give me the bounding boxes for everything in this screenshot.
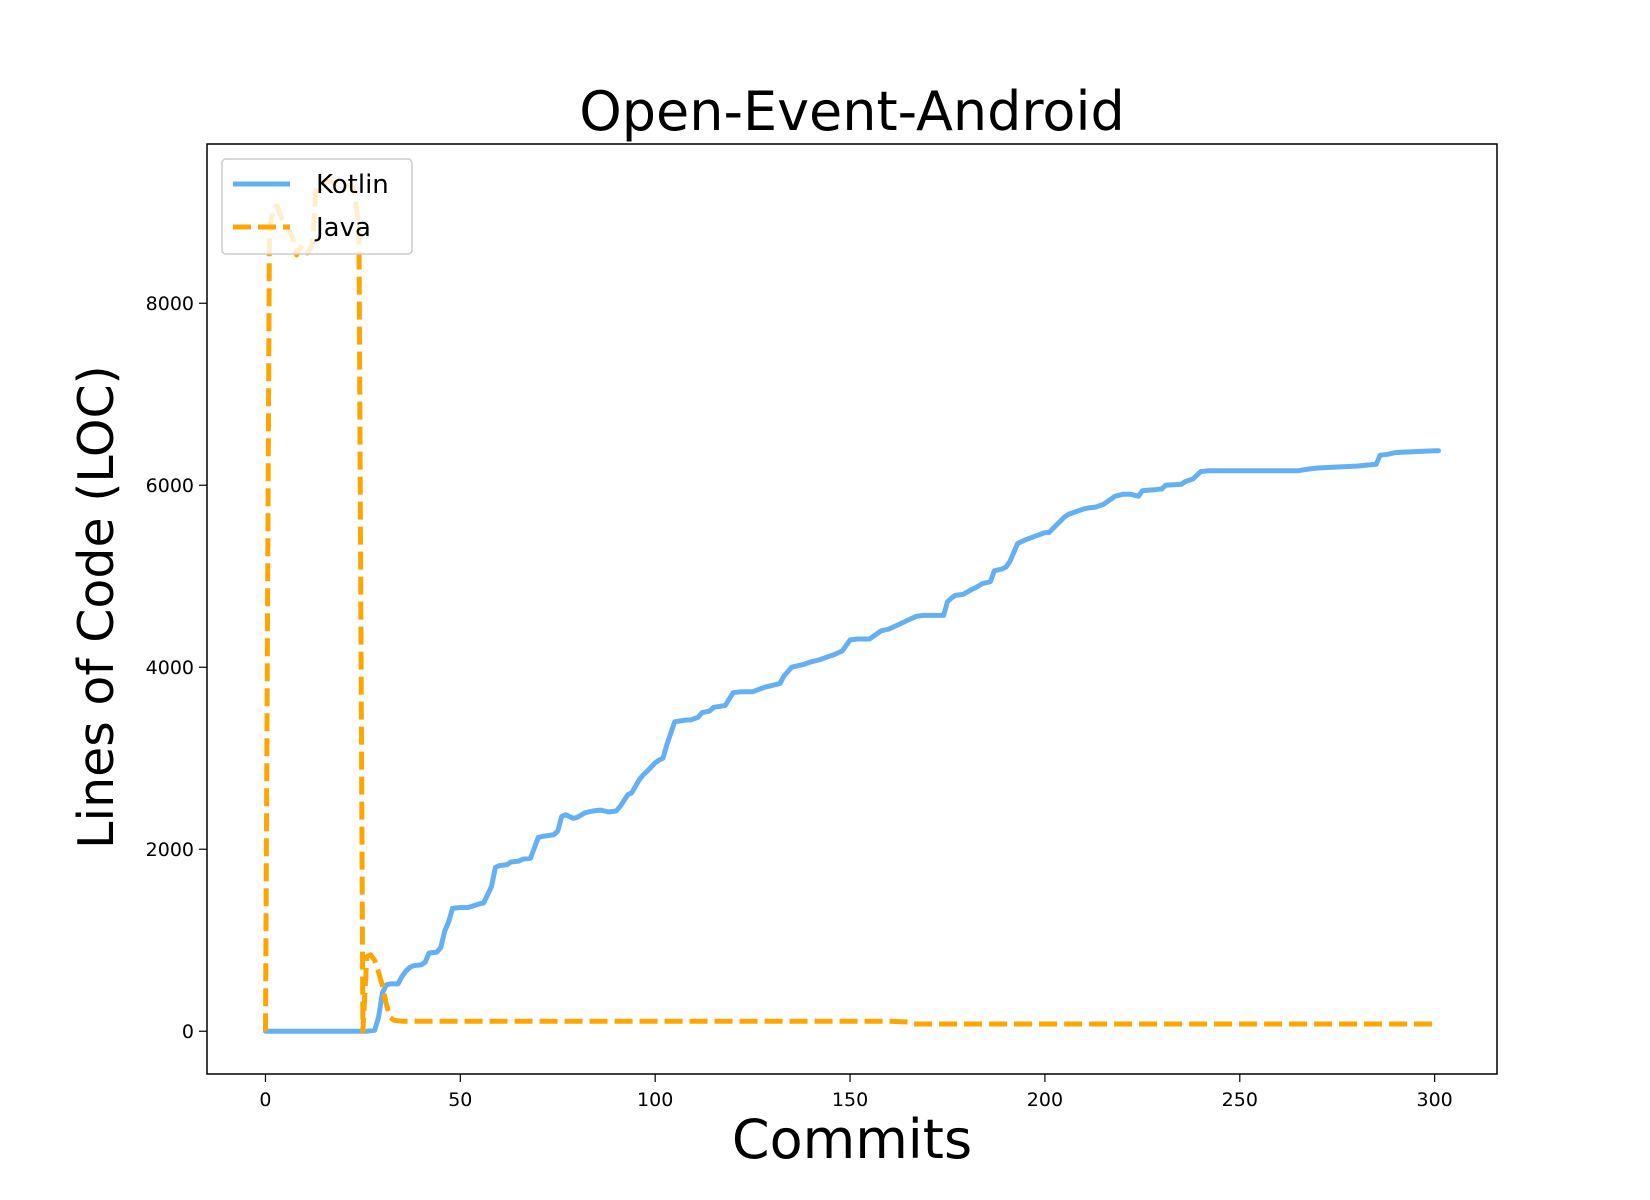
- y-tick-label: 0: [182, 1021, 194, 1043]
- y-tick-label: 8000: [146, 293, 194, 315]
- y-tick-label: 2000: [146, 839, 194, 861]
- chart-title: Open-Event-Android: [579, 80, 1124, 143]
- x-tick-label: 50: [448, 1089, 472, 1111]
- legend: Kotlin Java: [221, 158, 413, 255]
- y-axis-label: Lines of Code (LOC): [68, 365, 125, 849]
- y-tick-label: 6000: [146, 475, 194, 497]
- x-tick-label: 300: [1417, 1089, 1453, 1111]
- x-tick-label: 150: [832, 1089, 868, 1111]
- series-line-kotlin: [263, 448, 1441, 1034]
- x-tick-label: 100: [637, 1089, 673, 1111]
- x-tick-label: 250: [1222, 1089, 1258, 1111]
- y-axis: 0 2000 4000 6000 8000: [146, 293, 207, 1043]
- x-axis: 0 50 100 150 200 250 300: [259, 1074, 1453, 1111]
- plot-frame: [206, 143, 1498, 1075]
- x-tick-label: 200: [1027, 1089, 1063, 1111]
- x-axis-label: Commits: [732, 1108, 972, 1171]
- legend-label-java: Java: [314, 213, 371, 243]
- x-tick-label: 0: [259, 1089, 271, 1111]
- legend-label-kotlin: Kotlin: [316, 170, 389, 200]
- y-tick-label: 4000: [146, 657, 194, 679]
